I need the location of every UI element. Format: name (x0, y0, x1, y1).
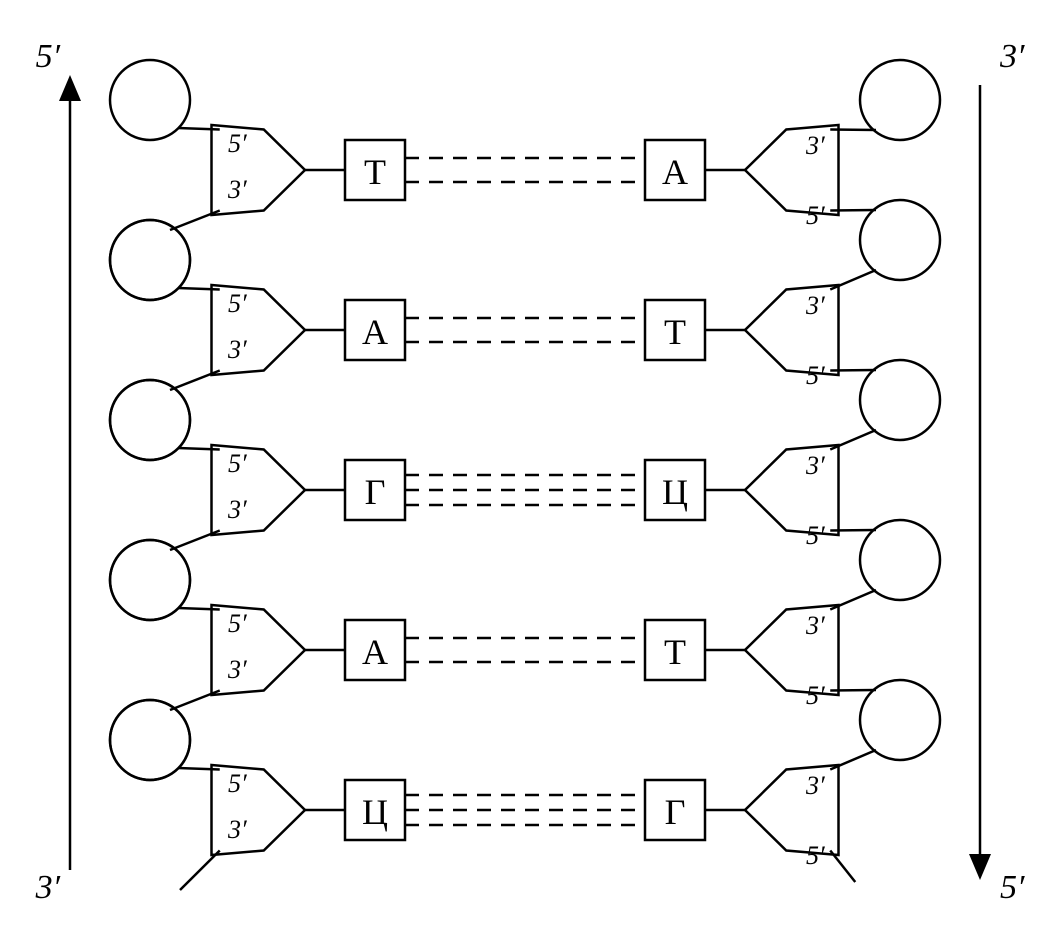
base-label: Ц (662, 472, 688, 512)
sugar-pentagon (212, 125, 306, 215)
svg-text:3′: 3′ (227, 815, 247, 844)
base-label: А (362, 632, 388, 672)
svg-text:5′: 5′ (228, 129, 247, 158)
svg-text:5′: 5′ (228, 449, 247, 478)
svg-text:3′: 3′ (805, 771, 825, 800)
svg-text:5′: 5′ (806, 201, 825, 230)
svg-text:5′: 5′ (228, 769, 247, 798)
svg-text:5′: 5′ (228, 289, 247, 318)
svg-text:3′: 3′ (227, 175, 247, 204)
svg-text:5′: 5′ (806, 841, 825, 870)
svg-text:5′: 5′ (228, 609, 247, 638)
svg-text:5′: 5′ (806, 521, 825, 550)
svg-text:3′: 3′ (805, 131, 825, 160)
svg-text:3′: 3′ (999, 38, 1025, 75)
sugar-pentagon (212, 285, 306, 375)
base-label: А (362, 312, 388, 352)
svg-text:3′: 3′ (227, 655, 247, 684)
svg-text:3′: 3′ (227, 335, 247, 364)
base-label: Т (664, 312, 686, 352)
base-label: Ц (362, 792, 388, 832)
svg-text:3′: 3′ (805, 451, 825, 480)
sugar-pentagon (212, 605, 306, 695)
phosphate-circle (860, 200, 940, 280)
base-label: Т (364, 152, 386, 192)
base-label: Г (365, 472, 386, 512)
phosphate-circle (860, 520, 940, 600)
svg-text:5′: 5′ (36, 38, 61, 75)
phosphate-circle (860, 60, 940, 140)
sugar-pentagon (212, 765, 306, 855)
svg-text:3′: 3′ (35, 869, 61, 906)
phosphate-circle (860, 680, 940, 760)
svg-text:3′: 3′ (227, 495, 247, 524)
sugar-pentagon (212, 445, 306, 535)
svg-text:3′: 3′ (805, 291, 825, 320)
svg-text:5′: 5′ (806, 681, 825, 710)
base-label: Г (665, 792, 686, 832)
dna-diagram: 5′ 3′ 3′ 5′ 5′ 3′ Т 3′ 5′ А 5′ 3′ А 3′ 5′ Т 5′ 3′ Г 3′ 5′ Ц 5′… (0, 0, 1050, 940)
svg-text:5′: 5′ (806, 361, 825, 390)
svg-text:5′: 5′ (1000, 869, 1025, 906)
base-label: А (662, 152, 688, 192)
phosphate-circle (860, 360, 940, 440)
svg-text:3′: 3′ (805, 611, 825, 640)
base-label: Т (664, 632, 686, 672)
